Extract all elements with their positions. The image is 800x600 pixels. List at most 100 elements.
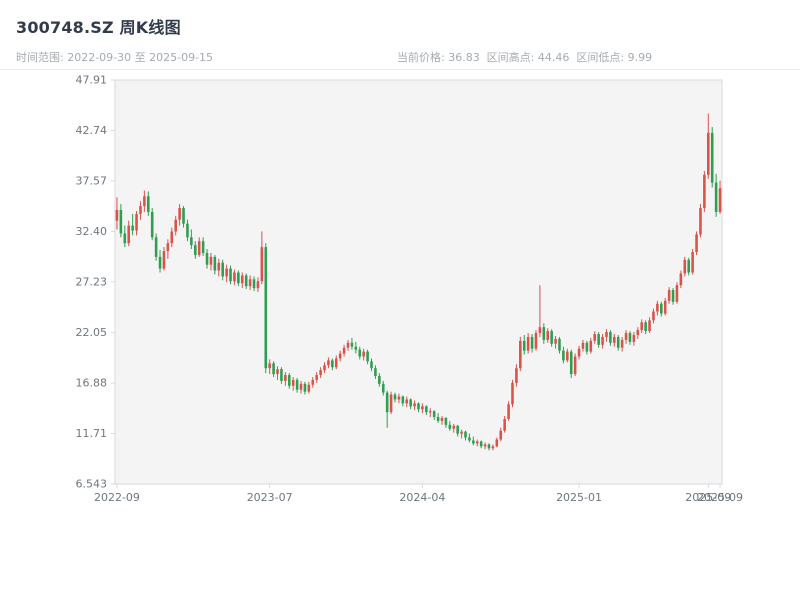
candle-body (123, 233, 127, 244)
candle-body (687, 259, 691, 273)
candle-body (350, 342, 354, 347)
candle-body (413, 403, 416, 407)
candle-body (299, 383, 303, 390)
candle-body (405, 399, 409, 404)
candle-body (272, 363, 275, 375)
candle-body (616, 336, 620, 348)
candle-body (166, 243, 170, 252)
candle-body (174, 219, 177, 232)
candle-body (240, 275, 244, 284)
candle-body (605, 332, 608, 337)
candle-body (495, 439, 499, 447)
candle-body (358, 349, 362, 357)
candle-body (370, 361, 373, 369)
x-tick-label: 2025-09 (697, 491, 743, 504)
candle-body (331, 360, 334, 368)
y-tick-label: 47.91 (76, 74, 108, 87)
candle-body (515, 368, 518, 383)
candle-body (131, 225, 134, 231)
x-tick-label: 2023-07 (247, 491, 293, 504)
plot-area (114, 79, 723, 485)
candle-body (315, 375, 318, 380)
candle-body (589, 340, 593, 352)
candle-body (530, 336, 534, 349)
candle-body (158, 256, 162, 269)
candle-body (522, 340, 526, 351)
x-tick-label: 2025-09 (685, 491, 731, 504)
candle-body (221, 262, 224, 277)
candle-body (534, 333, 538, 349)
y-tick-label: 32.40 (76, 225, 108, 238)
candle-body (660, 303, 663, 314)
candle-body (636, 330, 640, 335)
candle-body (260, 247, 264, 282)
candle-body (624, 333, 628, 340)
y-tick-label: 22.05 (76, 326, 108, 339)
y-tick-label: 16.88 (76, 377, 108, 390)
candle-body (585, 342, 589, 352)
y-tick-label: 11.71 (76, 427, 108, 440)
candle-body (597, 334, 600, 345)
candle-body (323, 365, 326, 371)
candle-body (190, 237, 193, 246)
candle-body (613, 336, 616, 343)
candle-body (609, 332, 612, 343)
candle-body (284, 375, 287, 381)
candle-body (656, 303, 659, 312)
candle-body (566, 351, 569, 361)
candle-body (679, 273, 683, 286)
candle-body (217, 262, 221, 271)
candle-body (233, 272, 236, 282)
candle-body (248, 279, 252, 287)
candle-body (601, 336, 604, 345)
candle-body (280, 369, 283, 381)
candle-body (264, 247, 268, 369)
candle-body (397, 396, 401, 400)
x-tick-label: 2022-09 (94, 491, 140, 504)
candle-body (663, 300, 667, 314)
candle-body (374, 368, 377, 377)
candle-body (237, 272, 240, 284)
kline-chart: 47.91 42.74 37.57 32.40 27.23 22.05 16.88 11.71… (76, 74, 744, 505)
candle-body (338, 353, 342, 359)
candle-body (291, 379, 295, 386)
candle-body (135, 213, 138, 231)
candle-body (511, 382, 514, 405)
candle-body (342, 347, 346, 354)
candle-body (468, 437, 471, 441)
candle-body (409, 399, 412, 407)
candle-body (303, 383, 307, 392)
candle-body (378, 376, 381, 384)
candle-body (417, 403, 420, 410)
subtitle-row: 时间范围: 2022-09-30 至 2025-09-15 当前价格: 36.8… (16, 49, 784, 65)
candle-body (436, 417, 440, 421)
candle-body (644, 322, 647, 332)
candle-body (205, 252, 209, 265)
candle-body (483, 444, 487, 447)
candle-body (714, 182, 718, 212)
candle-body (671, 290, 675, 302)
candle-body (225, 268, 228, 277)
candle-body (393, 394, 397, 400)
candle-body (115, 209, 119, 221)
candle-body (428, 411, 432, 413)
candle-body (256, 281, 260, 289)
candle-body (526, 336, 530, 351)
candle-body (632, 334, 636, 342)
x-tick-label: 2024-04 (399, 491, 445, 504)
candle-body (381, 383, 385, 393)
candle-body (440, 418, 444, 421)
candle-body (150, 211, 154, 238)
candle-body (334, 358, 338, 368)
candle-body (421, 406, 424, 410)
candle-body (593, 334, 597, 341)
candle-body (581, 342, 585, 349)
candle-body (558, 338, 561, 351)
candle-body (295, 379, 299, 390)
candle-body (691, 251, 694, 273)
page-title: 300748.SZ 周K线图 (16, 18, 181, 37)
candle-body (197, 241, 201, 255)
candle-body (683, 259, 687, 274)
candle-body (229, 268, 232, 282)
